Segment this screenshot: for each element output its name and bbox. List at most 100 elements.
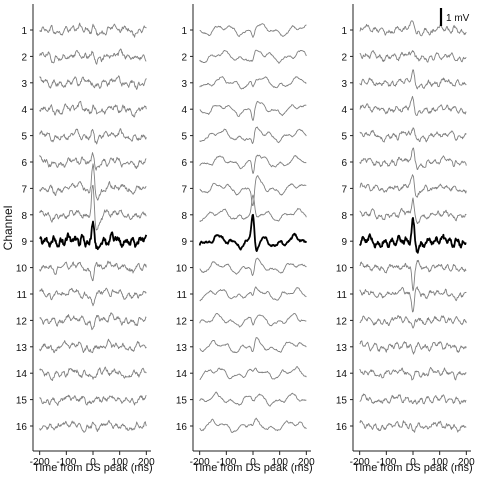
channel-label: 8 [181,211,187,222]
channel-label: 12 [16,316,28,327]
channel-label: 2 [341,52,347,63]
channel-label: 15 [176,396,188,407]
channel-label: 7 [181,184,187,195]
channel-label: 14 [176,369,188,380]
channel-label: 10 [16,264,28,275]
trace-channel-9 [358,217,467,254]
channel-label: 13 [176,343,188,354]
channel-label: 7 [21,184,27,195]
trace-channel-13 [39,338,147,354]
channel-label: 6 [181,158,187,169]
channel-label: 14 [16,369,28,380]
scale-bar-label: 1 mV [446,13,470,24]
trace-channel-16 [39,419,147,433]
x-tick-label: -100 [216,457,236,468]
trace-channel-5 [359,127,467,143]
channel-label: 6 [21,158,27,169]
x-tick-label: -100 [376,457,396,468]
x-tick-label: 100 [111,457,128,468]
channel-label: 1 [341,26,347,37]
channel-label: 11 [177,290,188,301]
channel-label: 4 [341,105,347,116]
trace-channel-5 [199,126,307,144]
trace-channel-12 [199,312,307,328]
trace-channel-11 [199,286,307,302]
x-tick-label: 200 [138,457,155,468]
trace-channel-11 [359,286,467,313]
trace-channel-8 [199,194,307,222]
x-tick-label: -200 [350,457,370,468]
x-tick-label: 200 [298,457,315,468]
trace-channel-16 [359,419,467,433]
channel-label: 1 [181,26,187,37]
trace-channel-7 [199,175,307,207]
trace-channel-14 [199,366,307,380]
trace-channel-8 [39,184,147,231]
trace-channel-3 [39,75,147,90]
channel-label: 5 [181,132,187,143]
trace-channel-15 [199,391,307,407]
channel-label: 14 [336,369,348,380]
channel-label: 13 [336,343,348,354]
x-axis-label: Time from DS peak (ms) [353,462,472,474]
channel-label: 15 [16,396,28,407]
trace-channel-4 [199,100,307,121]
x-tick-label: 0 [90,457,96,468]
x-tick-label: 100 [271,457,288,468]
channel-label: 9 [21,237,27,248]
trace-channel-10 [39,260,147,282]
trace-channel-2 [199,49,307,64]
channel-label: 10 [336,264,348,275]
trace-channel-15 [359,393,467,405]
trace-channel-7 [39,163,147,201]
trace-channel-4 [39,100,147,118]
channel-label: 16 [16,422,28,433]
x-tick-label: 100 [431,457,448,468]
channel-label: 8 [341,211,347,222]
channel-label: 2 [181,52,187,63]
trace-channel-5 [39,128,147,145]
trace-channel-14 [359,366,467,381]
trace-channel-3 [359,69,467,90]
x-tick-label: 0 [410,457,416,468]
trace-channel-7 [359,174,467,198]
channel-label: 16 [176,422,188,433]
channel-label: 3 [181,79,187,90]
trace-channel-13 [359,340,467,355]
trace-channel-4 [359,95,467,116]
trace-channel-6 [359,147,467,171]
trace-channel-12 [359,314,467,329]
x-axis-label: Time from DS peak (ms) [193,462,312,474]
trace-channel-2 [359,50,467,63]
y-axis-label: Channel [1,206,15,251]
channel-label: 4 [21,105,27,116]
channel-label: 4 [181,105,187,116]
trace-channel-14 [39,366,147,381]
trace-channel-1 [39,22,147,38]
trace-channel-1 [359,20,467,37]
trace-channel-15 [39,394,147,406]
channel-label: 16 [336,422,348,433]
trace-channel-10 [359,259,467,292]
trace-channel-6 [39,152,147,171]
channel-label: 11 [337,290,348,301]
channel-label: 6 [341,158,347,169]
trace-channel-8 [359,197,467,224]
channel-label: 7 [341,184,347,195]
channel-label: 11 [17,290,28,301]
channel-label: 10 [176,264,188,275]
channel-label: 2 [21,52,27,63]
trace-channel-9 [39,220,148,251]
channel-label: 13 [16,343,28,354]
trace-channel-13 [199,337,307,354]
trace-channel-9 [198,213,308,252]
trace-channel-2 [39,48,147,65]
channel-label: 9 [341,237,347,248]
trace-channel-12 [39,312,147,331]
channel-label: 5 [21,132,27,143]
trace-channel-10 [199,257,307,276]
x-tick-label: 0 [250,457,256,468]
channel-label: 3 [21,79,27,90]
